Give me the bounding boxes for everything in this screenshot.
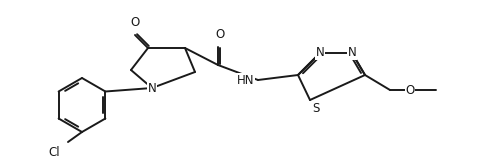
Text: N: N <box>148 82 156 95</box>
Text: HN: HN <box>237 73 254 86</box>
Text: Cl: Cl <box>48 146 60 159</box>
Text: O: O <box>216 28 225 41</box>
Text: O: O <box>130 16 140 29</box>
Text: N: N <box>348 47 357 60</box>
Text: O: O <box>405 83 414 97</box>
Text: S: S <box>312 102 319 115</box>
Text: N: N <box>315 47 325 60</box>
